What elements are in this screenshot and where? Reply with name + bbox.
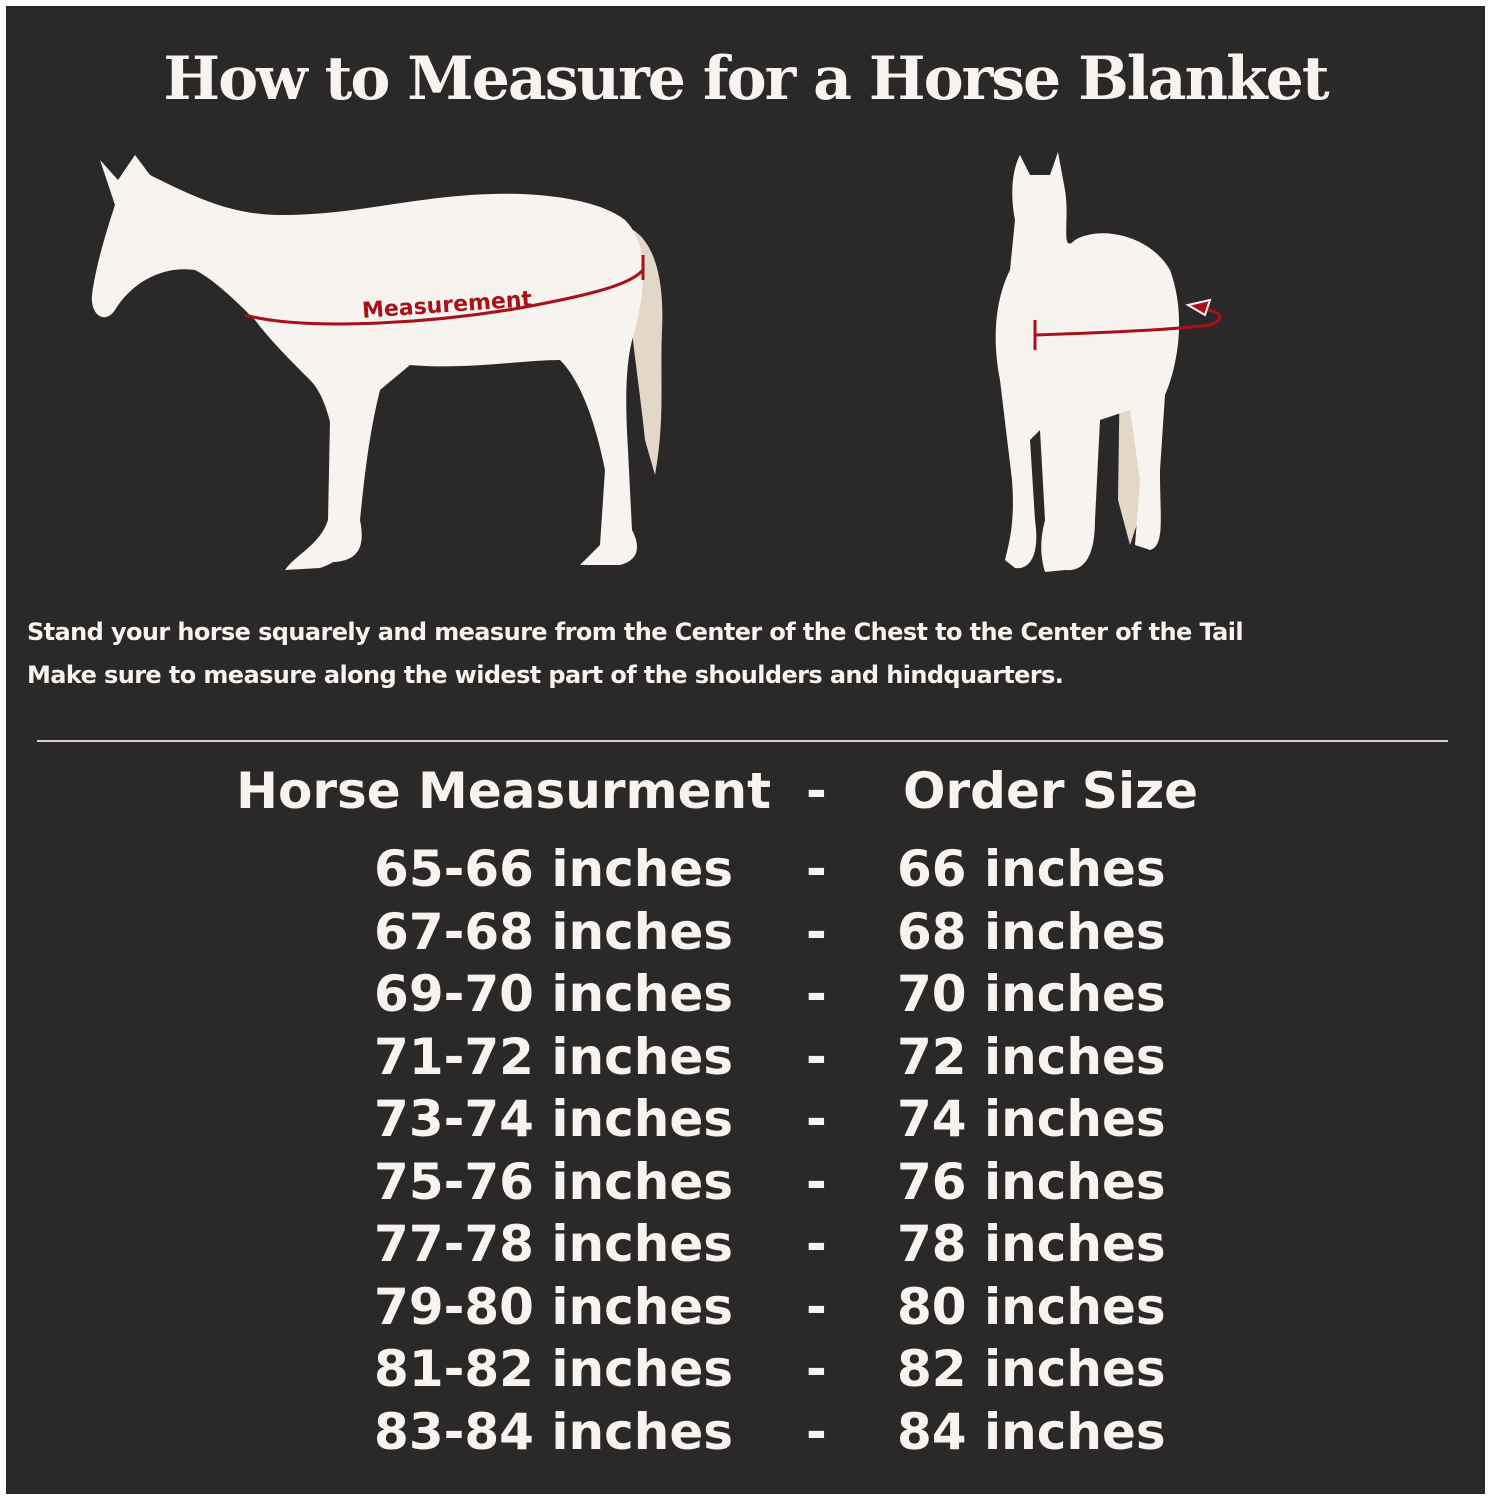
- instruction-line-2: Make sure to measure along the widest pa…: [27, 661, 1064, 689]
- girth-measure-line: [1033, 308, 1222, 350]
- measurement-cell: 75-76 inches: [374, 1152, 733, 1211]
- size-cell: 80 inches: [897, 1277, 1166, 1336]
- measurement-cell: 79-80 inches: [374, 1277, 733, 1336]
- measurement-cell: 81-82 inches: [374, 1340, 733, 1398]
- header-measurement: Horse Measurment: [236, 762, 771, 820]
- table-header: Horse Measurment - Order Size: [0, 762, 1491, 824]
- table-row: 67-68 inches - 68 inches: [0, 903, 1491, 965]
- header-size: Order Size: [903, 762, 1199, 820]
- size-cell: 74 inches: [897, 1090, 1166, 1148]
- side-horse-front-leg: [285, 420, 355, 570]
- table-row: 77-78 inches - 78 inches: [0, 1215, 1491, 1277]
- measurement-cell: 65-66 inches: [374, 840, 733, 898]
- separator-cell: -: [806, 1215, 827, 1273]
- measurement-cell: 83-84 inches: [374, 1402, 733, 1461]
- horse-diagram: Measurement: [91, 152, 1222, 572]
- measurement-cell: 73-74 inches: [374, 1090, 733, 1148]
- size-cell: 70 inches: [897, 965, 1166, 1023]
- girth-arrow-icon: [1185, 298, 1212, 317]
- side-view-horse: Measurement: [91, 155, 663, 570]
- page-title: How to Measure for a Horse Blanket: [163, 44, 1329, 114]
- table-row: 75-76 inches - 76 inches: [0, 1153, 1491, 1215]
- separator-cell: -: [806, 1027, 827, 1086]
- size-cell: 82 inches: [897, 1340, 1166, 1398]
- size-cell: 76 inches: [897, 1152, 1166, 1211]
- separator-cell: -: [806, 1152, 827, 1211]
- table-row: 81-82 inches - 82 inches: [0, 1340, 1491, 1402]
- size-cell: 66 inches: [897, 840, 1166, 898]
- separator-cell: -: [806, 902, 827, 961]
- size-cell: 78 inches: [897, 1215, 1166, 1273]
- table-row: 83-84 inches - 84 inches: [0, 1403, 1491, 1465]
- divider: [37, 740, 1448, 742]
- separator-cell: -: [806, 1090, 827, 1148]
- front-view-horse: [995, 152, 1222, 572]
- measurement-arc: [244, 255, 645, 326]
- size-cell: 84 inches: [897, 1402, 1166, 1461]
- measurement-cell: 67-68 inches: [374, 902, 733, 961]
- table-row: 65-66 inches - 66 inches: [0, 840, 1491, 902]
- front-horse-body: [995, 152, 1180, 572]
- separator-cell: -: [806, 1340, 827, 1398]
- table-row: 71-72 inches - 72 inches: [0, 1028, 1491, 1090]
- measurement-cell: 77-78 inches: [374, 1215, 733, 1273]
- header-separator: -: [806, 762, 827, 820]
- measurement-cell: 71-72 inches: [374, 1027, 733, 1086]
- measurement-cell: 69-70 inches: [374, 965, 733, 1023]
- separator-cell: -: [806, 965, 827, 1023]
- table-row: 79-80 inches - 80 inches: [0, 1278, 1491, 1340]
- separator-cell: -: [806, 1402, 827, 1461]
- separator-cell: -: [806, 840, 827, 898]
- separator-cell: -: [806, 1277, 827, 1336]
- side-horse-body: [91, 155, 644, 565]
- size-cell: 68 inches: [897, 902, 1166, 961]
- table-row: 73-74 inches - 74 inches: [0, 1090, 1491, 1152]
- instruction-line-1: Stand your horse squarely and measure fr…: [27, 618, 1244, 646]
- table-row: 69-70 inches - 70 inches: [0, 965, 1491, 1027]
- size-cell: 72 inches: [897, 1027, 1166, 1086]
